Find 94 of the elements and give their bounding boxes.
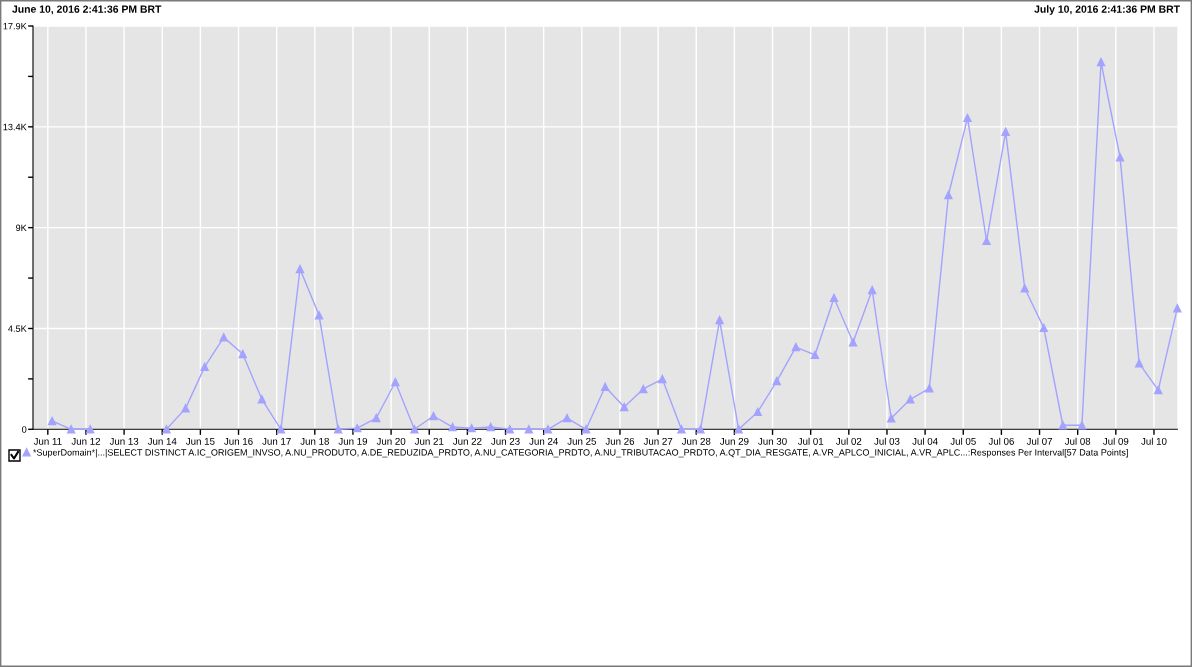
x-tick-label: Jun 21 [414, 437, 444, 445]
y-tick-label: 17.9K [3, 22, 27, 30]
point [1020, 284, 1029, 293]
y-tick-label: 4.5K [8, 325, 27, 332]
point [181, 404, 190, 413]
point [448, 422, 457, 432]
point [944, 190, 953, 200]
text: June 10, 2016 2:41:36 PM BRT [12, 5, 162, 15]
point [677, 425, 686, 434]
point [1039, 323, 1048, 333]
legend-label: *SuperDomain*|...|SELECT DISTINCT A.IC_ORIGEM_INVSO, A.NU_PRODUTO, A.DE_REDUZIDA_PRDTO, A.NU_CATEGORIA_PRDTO, A.NU_TRIBUTACAO_PRDTO, A.QT_DIA_RESGATE, A.VR_APLCO_INICIAL, A.VR_APLC...:Responses Per Interval[57 Data Points] [33, 449, 1128, 458]
point [276, 425, 286, 434]
point [715, 315, 724, 325]
point [543, 425, 553, 434]
x-tick-label: Jul 04 [912, 437, 938, 445]
point [1001, 127, 1010, 137]
point [1173, 304, 1182, 313]
point [410, 425, 419, 434]
point [1096, 57, 1106, 67]
point [810, 350, 820, 360]
point [581, 425, 591, 434]
point [639, 384, 648, 394]
point [353, 424, 362, 433]
point [829, 293, 839, 303]
x-tick-label: Jul 01 [797, 437, 824, 445]
x-tick-label: Jun 24 [529, 437, 558, 445]
point [314, 311, 324, 320]
point [47, 416, 57, 426]
point [1134, 359, 1144, 368]
point [86, 425, 95, 434]
point [372, 413, 381, 423]
point [391, 377, 400, 387]
x-tick-label: Jun 26 [605, 437, 635, 445]
point [963, 113, 972, 123]
x-tick-label: Jun 25 [567, 437, 596, 445]
point [620, 402, 629, 412]
point [1154, 385, 1163, 395]
x-tick-label: Jun 20 [376, 437, 406, 445]
x-tick-label: Jul 10 [1141, 437, 1167, 445]
point [791, 342, 801, 352]
x-tick-label: Jun 22 [452, 437, 482, 445]
point [524, 425, 534, 434]
point [753, 407, 762, 417]
point [66, 425, 76, 434]
x-tick-label: Jun 15 [185, 437, 215, 445]
point [200, 362, 209, 372]
point [219, 333, 228, 342]
x-tick-label: Jun 17 [262, 437, 291, 445]
x-tick-label: Jun 13 [109, 437, 139, 445]
x-tick-label: Jul 09 [1103, 437, 1129, 445]
x-tick-label: Jun 29 [719, 437, 749, 445]
point [486, 422, 495, 432]
x-tick-label: Jun 16 [224, 437, 253, 445]
x-tick-label: Jul 05 [950, 437, 976, 445]
point [887, 414, 896, 423]
point [600, 382, 610, 391]
point [848, 338, 858, 347]
point [772, 376, 781, 386]
x-tick-label: Jul 03 [874, 437, 900, 445]
y-tick-label: 0 [22, 426, 27, 433]
y-tick-label: 9K [15, 224, 27, 232]
x-tick-label: Jun 14 [147, 437, 177, 445]
point [1058, 421, 1068, 430]
point [1077, 421, 1087, 430]
point [429, 411, 438, 421]
x-tick-label: Jun 12 [71, 437, 101, 445]
x-tick-label: Jun 18 [300, 437, 329, 445]
point [734, 425, 743, 434]
x-tick-label: Jun 28 [681, 437, 711, 445]
point [505, 425, 514, 434]
point [333, 425, 343, 434]
x-tick-label: Jul 02 [836, 437, 862, 445]
point [162, 425, 171, 434]
x-tick-label: Jul 07 [1026, 437, 1053, 445]
point [867, 285, 877, 295]
text: July 10, 2016 2:41:36 PM BRT [1034, 5, 1180, 15]
x-tick-label: Jul 06 [988, 437, 1014, 445]
point [925, 384, 934, 393]
x-tick-label: Jun 19 [338, 437, 368, 445]
point [257, 395, 267, 404]
x-tick-label: Jun 11 [33, 437, 62, 445]
x-tick-label: Jun 23 [491, 437, 520, 445]
point [467, 424, 476, 433]
point [906, 395, 915, 404]
point [238, 349, 247, 359]
point [295, 264, 305, 274]
point [562, 413, 572, 423]
point [696, 425, 705, 434]
y-tick-label: 13.4K [3, 123, 27, 131]
x-tick-label: Jun 30 [758, 437, 787, 445]
x-tick-label: Jun 27 [643, 437, 673, 445]
point [658, 374, 667, 384]
x-tick-label: Jul 08 [1064, 437, 1091, 445]
point [1115, 153, 1125, 162]
